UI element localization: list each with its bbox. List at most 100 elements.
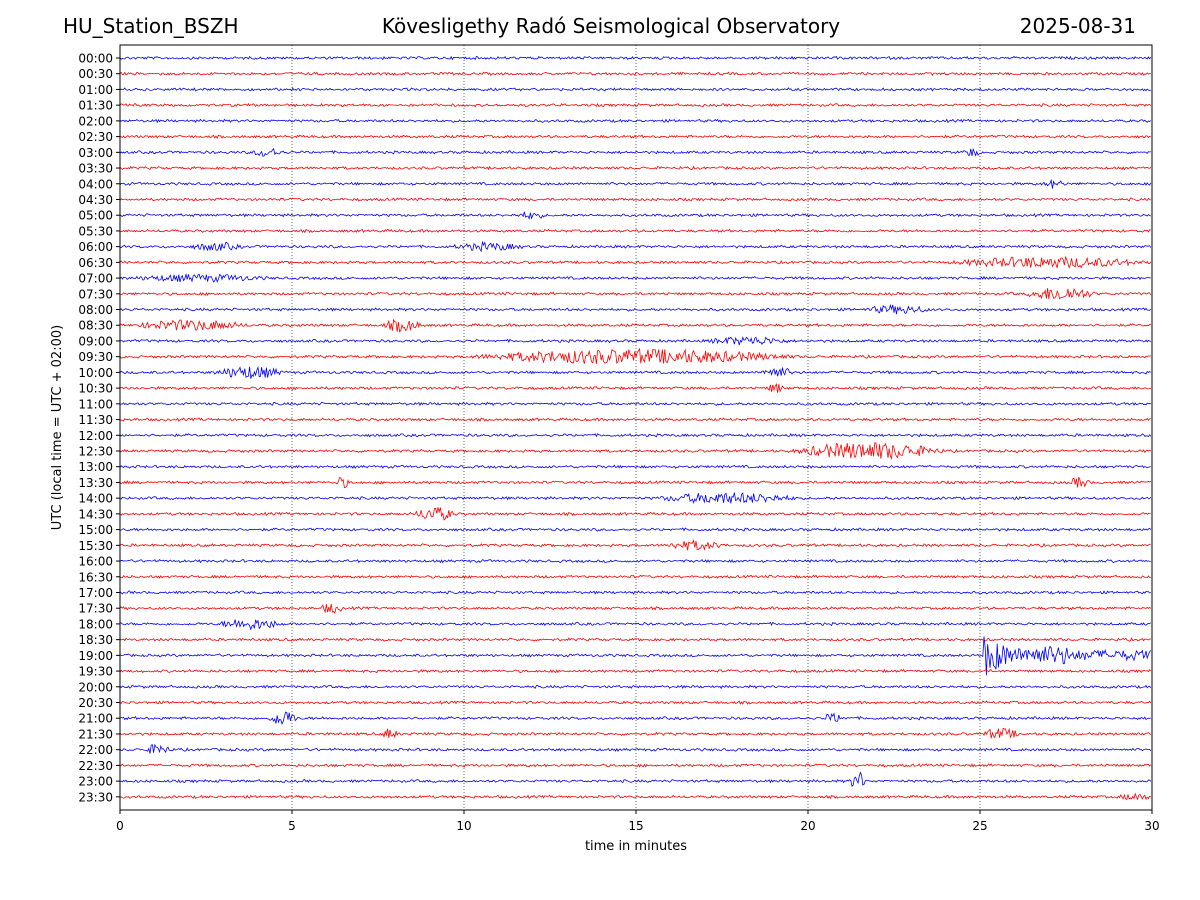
y-tick-label: 21:00 — [78, 712, 113, 726]
trace-0230 — [119, 134, 1151, 139]
y-tick-label: 19:00 — [78, 649, 113, 663]
trace-1100 — [119, 401, 1151, 407]
trace-0700 — [119, 272, 1151, 284]
station-name: HU_Station_BSZH — [63, 14, 239, 38]
trace-1130 — [119, 417, 1151, 422]
y-tick-label: 06:30 — [78, 256, 113, 270]
record-date: 2025-08-31 — [1019, 14, 1136, 38]
y-tick-label: 05:00 — [78, 209, 113, 223]
trace-2230 — [119, 763, 1152, 768]
trace-2100 — [119, 711, 1151, 725]
trace-0400 — [119, 178, 1152, 189]
trace-0030 — [119, 71, 1151, 76]
trace-0930 — [119, 347, 1151, 365]
trace-0330 — [119, 165, 1152, 171]
x-tick-label: 5 — [288, 819, 296, 833]
trace-0600 — [119, 240, 1152, 253]
trace-1930 — [119, 668, 1152, 674]
trace-0130 — [119, 102, 1152, 108]
y-tick-label: 00:00 — [78, 52, 113, 66]
y-tick-label: 22:00 — [78, 743, 113, 757]
trace-0800 — [119, 303, 1152, 315]
y-tick-label: 08:00 — [78, 303, 113, 317]
trace-1430 — [119, 507, 1151, 521]
y-tick-label: 14:30 — [78, 507, 113, 521]
y-tick-label: 13:00 — [78, 460, 113, 474]
trace-1630 — [119, 574, 1151, 579]
trace-1900 — [119, 636, 1152, 676]
x-tick-label: 25 — [972, 819, 987, 833]
y-tick-label: 11:00 — [78, 397, 113, 411]
y-tick-label: 04:00 — [78, 177, 113, 191]
trace-group — [119, 55, 1152, 801]
y-tick-label: 15:30 — [78, 539, 113, 553]
y-tick-label: 17:30 — [78, 602, 113, 616]
y-tick-label: 23:00 — [78, 775, 113, 789]
trace-0630 — [119, 255, 1152, 269]
y-tick-label: 04:30 — [78, 193, 113, 207]
y-tick-label: 19:30 — [78, 665, 113, 679]
trace-2330 — [119, 792, 1151, 801]
trace-2000 — [119, 684, 1152, 690]
trace-2130 — [119, 727, 1152, 739]
y-tick-label: 06:00 — [78, 240, 113, 254]
trace-0530 — [119, 228, 1151, 234]
y-tick-label: 03:30 — [78, 162, 113, 176]
trace-0730 — [119, 287, 1152, 300]
trace-1530 — [119, 539, 1151, 551]
y-tick-label: 13:30 — [78, 476, 113, 490]
trace-0300 — [119, 147, 1151, 157]
y-tick-label: 09:00 — [78, 334, 113, 348]
trace-1730 — [119, 603, 1152, 615]
y-tick-label: 01:00 — [78, 83, 113, 97]
trace-0200 — [119, 118, 1152, 124]
trace-1030 — [119, 382, 1151, 393]
trace-0500 — [119, 211, 1151, 220]
y-axis-label: UTC (local time = UTC + 02:00) — [50, 325, 65, 530]
x-tick-label: 0 — [116, 819, 124, 833]
x-axis-label: time in minutes — [585, 839, 687, 854]
x-tick-label: 20 — [800, 819, 815, 833]
grid-lines — [291, 45, 981, 810]
trace-0900 — [119, 336, 1152, 346]
trace-1500 — [119, 527, 1152, 532]
x-axis-ticks: 0 5 10 15 20 25 30 — [116, 810, 1160, 833]
y-tick-label: 21:30 — [78, 727, 113, 741]
trace-0100 — [119, 87, 1151, 92]
y-tick-label: 16:00 — [78, 555, 113, 569]
y-tick-label: 18:30 — [78, 633, 113, 647]
trace-2030 — [119, 700, 1152, 705]
y-tick-label: 00:30 — [78, 67, 113, 81]
y-tick-label: 22:30 — [78, 759, 113, 773]
trace-0000 — [119, 55, 1152, 61]
y-tick-label: 08:30 — [78, 319, 113, 333]
trace-1400 — [119, 492, 1152, 505]
y-tick-label: 07:30 — [78, 287, 113, 301]
trace-1230 — [119, 442, 1152, 461]
trace-1330 — [119, 476, 1152, 489]
y-tick-label: 01:30 — [78, 99, 113, 113]
y-tick-label: 03:00 — [78, 146, 113, 160]
trace-0830 — [119, 318, 1151, 333]
trace-1800 — [119, 619, 1152, 631]
trace-1600 — [119, 558, 1151, 564]
y-tick-label: 14:00 — [78, 492, 113, 506]
y-tick-label: 02:30 — [78, 130, 113, 144]
y-tick-label: 23:30 — [78, 790, 113, 804]
y-tick-label: 16:30 — [78, 570, 113, 584]
trace-0430 — [119, 197, 1151, 202]
y-tick-label: 20:00 — [78, 680, 113, 694]
y-tick-label: 17:00 — [78, 586, 113, 600]
y-tick-label: 20:30 — [78, 696, 113, 710]
y-tick-label: 12:30 — [78, 445, 113, 459]
x-tick-label: 30 — [1144, 819, 1159, 833]
trace-2300 — [119, 771, 1152, 787]
y-tick-label: 07:00 — [78, 272, 113, 286]
y-tick-label: 12:00 — [78, 429, 113, 443]
y-tick-label: 15:00 — [78, 523, 113, 537]
observatory-title: Kövesligethy Radó Seismological Observat… — [381, 14, 841, 38]
y-tick-label: 11:30 — [78, 413, 113, 427]
x-tick-label: 15 — [628, 819, 643, 833]
